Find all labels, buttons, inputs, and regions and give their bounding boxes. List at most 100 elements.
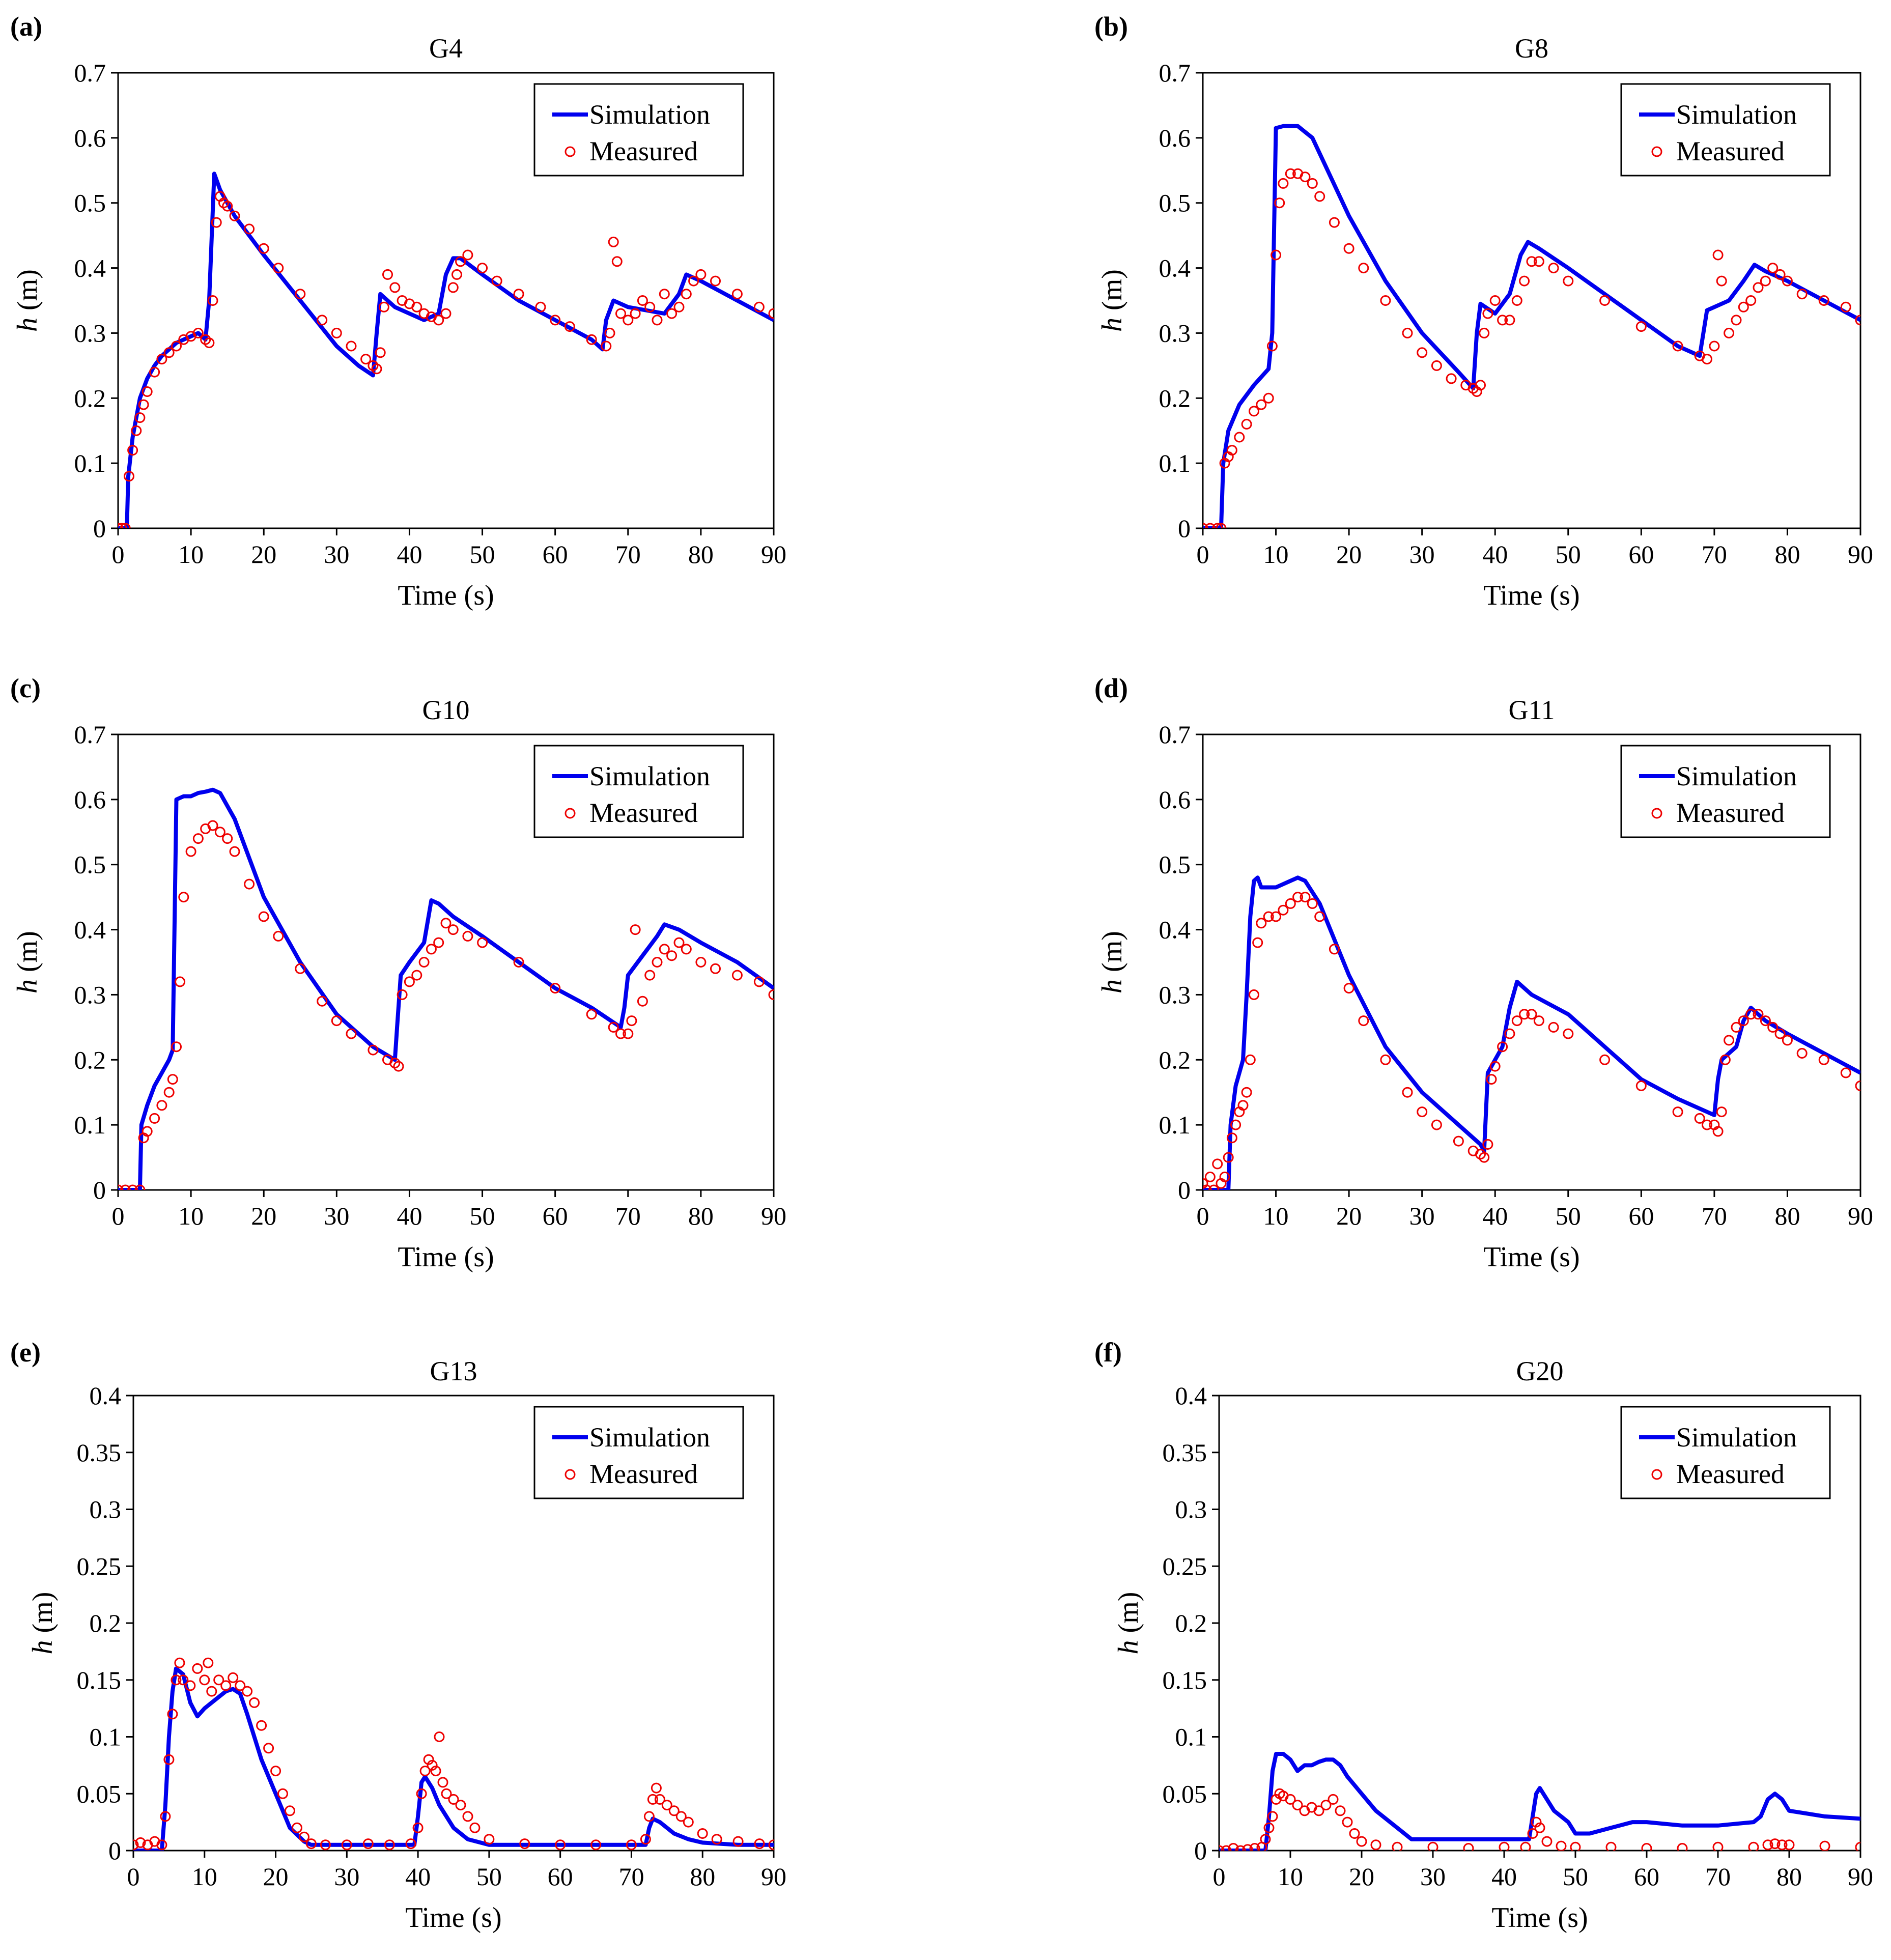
measured-point (1204, 523, 1216, 528)
measured-point (167, 1709, 178, 1720)
series-simulation (1203, 124, 1860, 528)
panel-label: (f) (1094, 1337, 1122, 1368)
y-axis-label-variable: h (1096, 318, 1128, 332)
chart-panel-d: (d) G11 0 0.1 0.2 0.3 0.4 0.5 0.6 0.7 0 10 20 30 40 50 6… (1094, 673, 1873, 1273)
measured-point (1563, 275, 1574, 287)
measured-point (1489, 295, 1501, 306)
legend-box (1620, 83, 1831, 177)
measured-point (659, 289, 670, 300)
measured-point (120, 523, 131, 528)
measured-point (1796, 289, 1808, 300)
x-axis-label: Time (s) (1483, 580, 1579, 611)
measured-point (1342, 1816, 1353, 1828)
measured-point (437, 1777, 448, 1788)
measured-point (1234, 432, 1245, 443)
measured-point (1719, 1054, 1731, 1065)
measured-point (768, 989, 774, 1000)
measured-point (305, 1838, 317, 1850)
measured-point (412, 1822, 424, 1833)
y-tick-label: 0.35 (77, 1438, 122, 1467)
measured-point (167, 1074, 178, 1085)
measured-point (608, 1021, 619, 1033)
measured-point (1738, 1015, 1749, 1027)
measured-point (768, 1839, 774, 1851)
x-tick-label: 20 (251, 1202, 276, 1230)
x-tick-label: 80 (688, 540, 714, 569)
measured-point (1855, 1841, 1860, 1851)
series-measured (1203, 168, 1860, 528)
simulation-line (1219, 1752, 1860, 1851)
x-tick-label: 60 (1634, 1862, 1659, 1891)
measured-point (1738, 301, 1749, 313)
x-tick-label: 50 (470, 540, 495, 569)
x-tick-label: 80 (690, 1862, 715, 1891)
measured-point (1278, 178, 1289, 189)
measured-point (214, 827, 225, 838)
measured-point (484, 1834, 495, 1845)
y-axis-label: h (m) (12, 269, 43, 332)
measured-point (590, 1839, 602, 1851)
measured-point (1548, 1021, 1559, 1033)
measured-point (203, 1657, 214, 1668)
measured-point (433, 315, 444, 326)
y-tick-label: 0.5 (74, 189, 106, 217)
measured-point (615, 308, 626, 319)
measured-point (1212, 523, 1223, 528)
measured-point (1228, 1843, 1239, 1851)
measured-point (1769, 1838, 1781, 1850)
measured-point (654, 1794, 665, 1805)
measured-point (1343, 983, 1354, 994)
measured-point (404, 976, 415, 987)
measured-point (317, 315, 328, 326)
measured-point (1796, 1048, 1808, 1059)
x-tick-label: 40 (397, 540, 422, 569)
measured-point (1274, 197, 1285, 209)
measured-point (1511, 295, 1522, 306)
measured-point (1855, 315, 1860, 326)
chart-title: G20 (1516, 1356, 1564, 1386)
y-tick-label: 0.7 (1159, 59, 1191, 87)
measured-point (644, 970, 656, 981)
measured-point (1599, 295, 1611, 306)
measured-point (1716, 1106, 1727, 1118)
y-tick-label: 0.15 (77, 1666, 122, 1694)
measured-point (346, 1028, 357, 1039)
measured-point (1241, 1087, 1252, 1098)
measured-point (368, 1044, 379, 1056)
measured-point (1599, 1054, 1611, 1065)
x-axis-label: Time (s) (1491, 1902, 1588, 1934)
measured-point (611, 256, 623, 267)
measured-point (1335, 1805, 1346, 1816)
measured-point (477, 937, 488, 948)
measured-point (1526, 1009, 1537, 1020)
x-tick-label: 0 (1197, 540, 1209, 569)
measured-point (171, 1674, 182, 1686)
x-tick-label: 70 (1702, 1202, 1727, 1230)
measured-point (1716, 275, 1727, 287)
measured-point (149, 366, 160, 378)
measured-point (513, 957, 524, 968)
measured-point (1380, 295, 1391, 306)
measured-point (171, 1041, 182, 1053)
measured-point (1263, 911, 1274, 922)
measured-point (206, 1686, 217, 1697)
x-tick-label: 10 (192, 1862, 217, 1891)
x-tick-label: 60 (548, 1862, 573, 1891)
x-tick-label: 90 (761, 1202, 786, 1230)
legend-marker-swatch (565, 1469, 576, 1480)
legend-label: Simulation (589, 99, 710, 130)
y-tick-label: 0 (1178, 514, 1191, 543)
measured-point (384, 1839, 395, 1851)
x-tick-label: 80 (1774, 1202, 1800, 1230)
measured-point (623, 315, 634, 326)
measured-point (1724, 327, 1735, 338)
measured-point (586, 1009, 597, 1020)
legend-label: Simulation (589, 1422, 710, 1453)
measured-point (346, 340, 357, 352)
y-tick-label: 0.4 (1159, 254, 1191, 282)
measured-point (1760, 275, 1771, 287)
measured-point (1767, 1021, 1779, 1033)
y-axis-label-variable: h (1096, 979, 1128, 993)
measured-point (228, 1672, 239, 1683)
chart-panel-e: (e) G13 0 0.05 0.1 0.15 0.2 0.25 0.3 0.35 0.4 0 10 20… (10, 1337, 786, 1934)
